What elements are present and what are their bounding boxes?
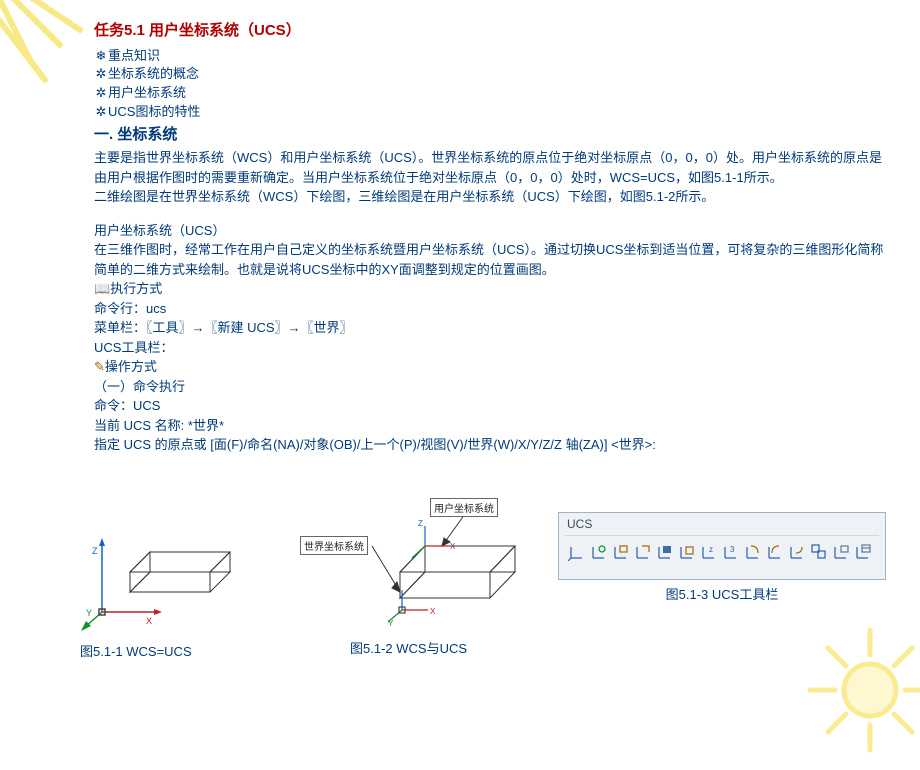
para-ucs-head: 用户坐标系统（UCS） [94, 221, 884, 241]
para-wcs-ucs-intro: 主要是指世界坐标系统（WCS）和用户坐标系统（UCS）。世界坐标系统的原点位于绝… [94, 148, 884, 187]
ucs-manager-button[interactable] [853, 540, 873, 564]
bullet-ucs: ✲用户坐标系统 [94, 84, 884, 103]
book-icon: 📖 [94, 281, 110, 296]
svg-text:Z: Z [92, 546, 98, 556]
ucs-named-button[interactable] [831, 540, 851, 564]
ucs-origin-button[interactable] [677, 540, 697, 564]
bullet-text: 用户坐标系统 [108, 85, 186, 100]
svg-text:3: 3 [730, 545, 735, 554]
para-2d-3d: 二维绘图是在世界坐标系统（WCS）下绘图，三维绘图是在用户坐标系统（UCS）下绘… [94, 187, 884, 207]
main-content: 任务5.1 用户坐标系统（UCS） ❄重点知识 ✲坐标系统的概念 ✲用户坐标系统… [94, 20, 884, 455]
cmd-line: 命令行：ucs [94, 299, 884, 319]
snowflake-icon: ❄ [94, 47, 108, 66]
figure-5-1-1-caption: 图5.1-1 WCS=UCS [80, 641, 260, 660]
ucs-toolbar-title: UCS [567, 517, 879, 531]
figure-5-1-3-caption: 图5.1-3 UCS工具栏 [558, 584, 886, 603]
callout-world-coord: 世界坐标系统 [300, 536, 368, 555]
ucs-toolbar: UCS [558, 512, 886, 580]
pencil-icon: ✎ [94, 359, 105, 374]
para-ucs-desc: 在三维作图时，经常工作在用户自己定义的坐标系统暨用户坐标系统（UCS）。通过切换… [94, 240, 884, 279]
svg-text:Z: Z [418, 519, 423, 528]
menu-line: 菜单栏：〖工具〗→〖新建 UCS〗→〖世界〗 [94, 318, 884, 338]
figure-5-1-2: 用户坐标系统 世界坐标系统 [280, 498, 530, 657]
page-title: 任务5.1 用户坐标系统（UCS） [94, 20, 884, 43]
bullet-text: 重点知识 [108, 48, 160, 63]
wcs-and-ucs-diagram: X Z X Y [280, 498, 530, 634]
ucs-x-button[interactable] [743, 540, 763, 564]
flower-icon: ✲ [94, 84, 108, 103]
ucs-toolbar-buttons: z 3 [565, 535, 879, 564]
exec-method-line: 📖执行方式 [94, 279, 884, 299]
op-step-1: （一）命令执行 [94, 377, 884, 397]
ucs-object-button[interactable] [633, 540, 653, 564]
op-method-label: 操作方式 [105, 359, 157, 374]
op-current-name: 当前 UCS 名称: *世界* [94, 416, 884, 436]
flower-icon: ✲ [94, 65, 108, 84]
figure-5-1-2-caption: 图5.1-2 WCS与UCS [350, 638, 530, 657]
svg-text:X: X [430, 607, 436, 616]
ucs-previous-button[interactable] [589, 540, 609, 564]
exec-method-label: 执行方式 [110, 281, 162, 296]
ucs-view-button[interactable] [655, 540, 675, 564]
svg-text:X: X [450, 542, 456, 551]
ucs-face-button[interactable] [611, 540, 631, 564]
op-specify: 指定 UCS 的原点或 [面(F)/命名(NA)/对象(OB)/上一个(P)/视… [94, 435, 884, 455]
wcs-equals-ucs-diagram: Z X Y [80, 512, 250, 632]
figure-5-1-3: UCS [558, 512, 886, 603]
flower-icon: ✲ [94, 103, 108, 122]
ucs-3point-button[interactable]: 3 [721, 540, 741, 564]
section-coord-system: 一. 坐标系统 [94, 124, 884, 147]
ucs-apply-button[interactable] [809, 540, 829, 564]
bullet-concept: ✲坐标系统的概念 [94, 65, 884, 84]
op-method-line: ✎操作方式 [94, 357, 884, 377]
ucs-world-button[interactable] [567, 540, 587, 564]
svg-text:z: z [709, 545, 713, 554]
svg-text:Y: Y [86, 608, 92, 618]
callout-user-coord: 用户坐标系统 [430, 498, 498, 517]
svg-text:X: X [146, 616, 152, 626]
ucs-zaxis-button[interactable]: z [699, 540, 719, 564]
ucs-z-button[interactable] [787, 540, 807, 564]
figure-5-1-1: Z X Y 图5.1-1 WCS=UCS [80, 512, 260, 660]
ucs-y-button[interactable] [765, 540, 785, 564]
bullet-text: UCS图标的特性 [108, 104, 200, 119]
figures-row: Z X Y 图5.1-1 WCS=UCS 用户坐标系 [80, 498, 900, 678]
bullet-ucs-icon-prop: ✲UCS图标的特性 [94, 103, 884, 122]
svg-text:Y: Y [388, 619, 394, 628]
bullet-key-knowledge: ❄重点知识 [94, 47, 884, 66]
toolbar-line: UCS工具栏： [94, 338, 884, 358]
bullet-text: 坐标系统的概念 [108, 66, 199, 81]
op-cmd: 命令：UCS [94, 396, 884, 416]
